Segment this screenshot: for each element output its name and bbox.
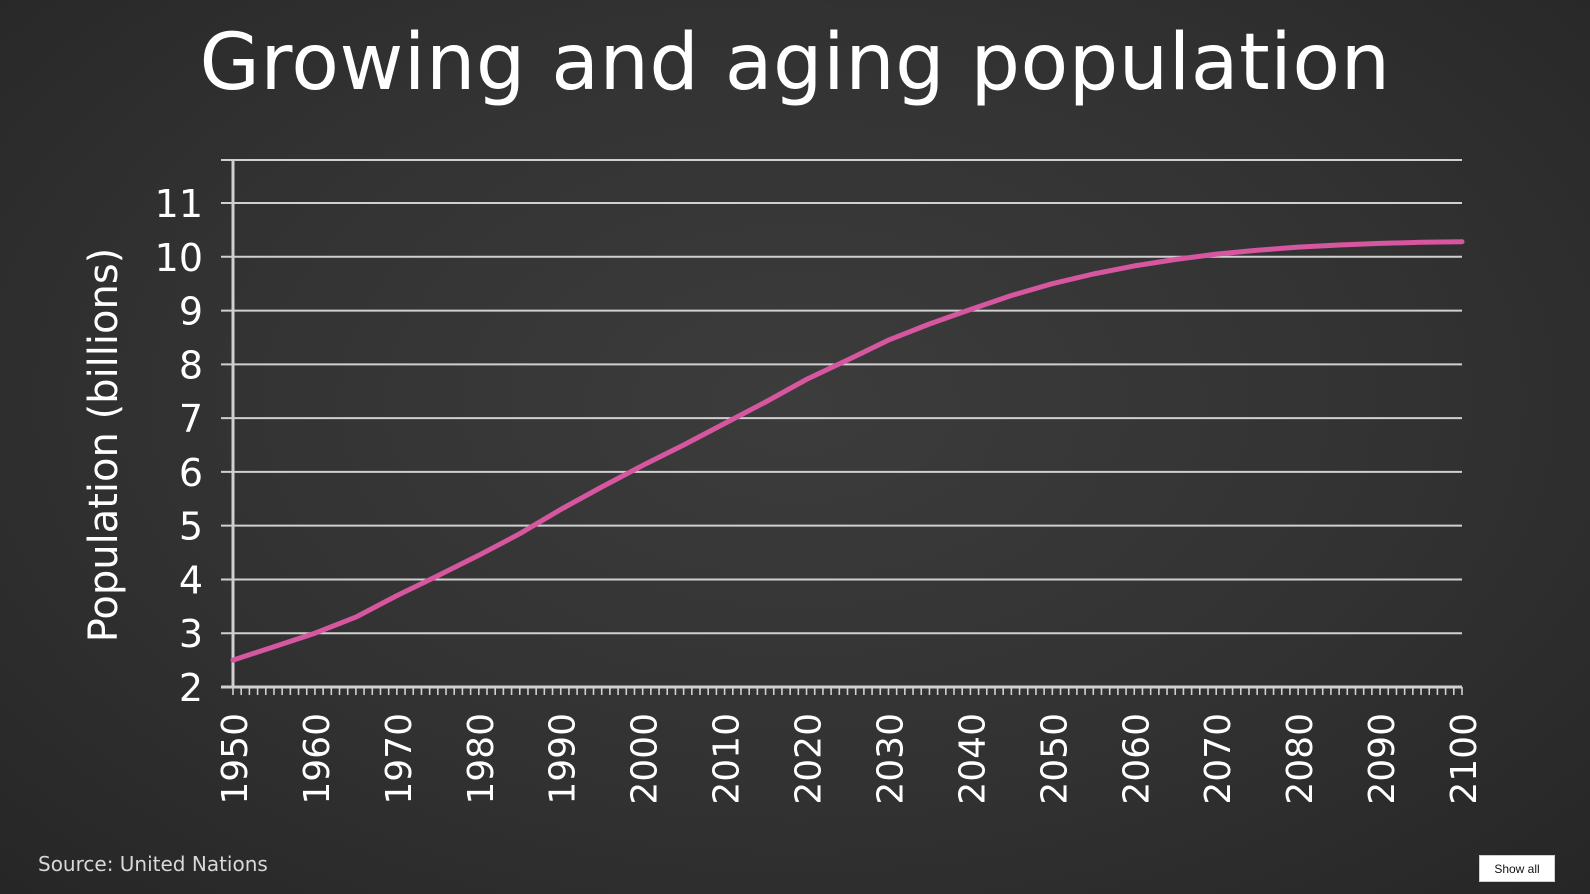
y-tick-label: 3 — [179, 612, 203, 656]
x-tick-label: 2080 — [1280, 713, 1321, 805]
y-tick-label: 11 — [155, 182, 203, 226]
x-tick-label: 2000 — [625, 713, 666, 805]
y-tick-label: 2 — [179, 666, 203, 710]
source-note: Source: United Nations — [38, 852, 268, 876]
x-tick-label: 1950 — [215, 713, 256, 805]
x-tick-label: 2020 — [789, 713, 830, 805]
x-tick-label: 1960 — [297, 713, 338, 805]
y-tick-label: 6 — [179, 451, 203, 495]
y-tick-label: 8 — [179, 343, 203, 387]
series-line-0 — [230, 239, 1465, 663]
y-tick-label: 5 — [179, 505, 203, 549]
y-tick-label: 10 — [155, 236, 203, 280]
x-tick-label: 2010 — [707, 713, 748, 805]
y-axis-label: Population (billions) — [81, 248, 127, 643]
chart-title: Growing and aging population — [199, 18, 1391, 108]
x-tick-label: 2100 — [1444, 713, 1485, 805]
x-tick-label: 1990 — [543, 713, 584, 805]
x-tick-label: 2030 — [870, 713, 911, 805]
x-tick-label: 1970 — [379, 713, 420, 805]
y-tick-label: 7 — [179, 397, 203, 441]
y-tick-label: 4 — [179, 558, 203, 602]
x-tick-label: 2050 — [1034, 713, 1075, 805]
x-axis-minor-ticks — [232, 687, 1463, 695]
show-all-button[interactable]: Show all — [1479, 855, 1555, 882]
x-tick-label: 2090 — [1362, 713, 1403, 805]
x-tick-label: 2040 — [952, 713, 993, 805]
x-tick-label: 2060 — [1116, 713, 1157, 805]
x-tick-label: 1980 — [461, 713, 502, 805]
x-tick-label: 2070 — [1198, 713, 1239, 805]
y-tick-label: 9 — [179, 290, 203, 334]
